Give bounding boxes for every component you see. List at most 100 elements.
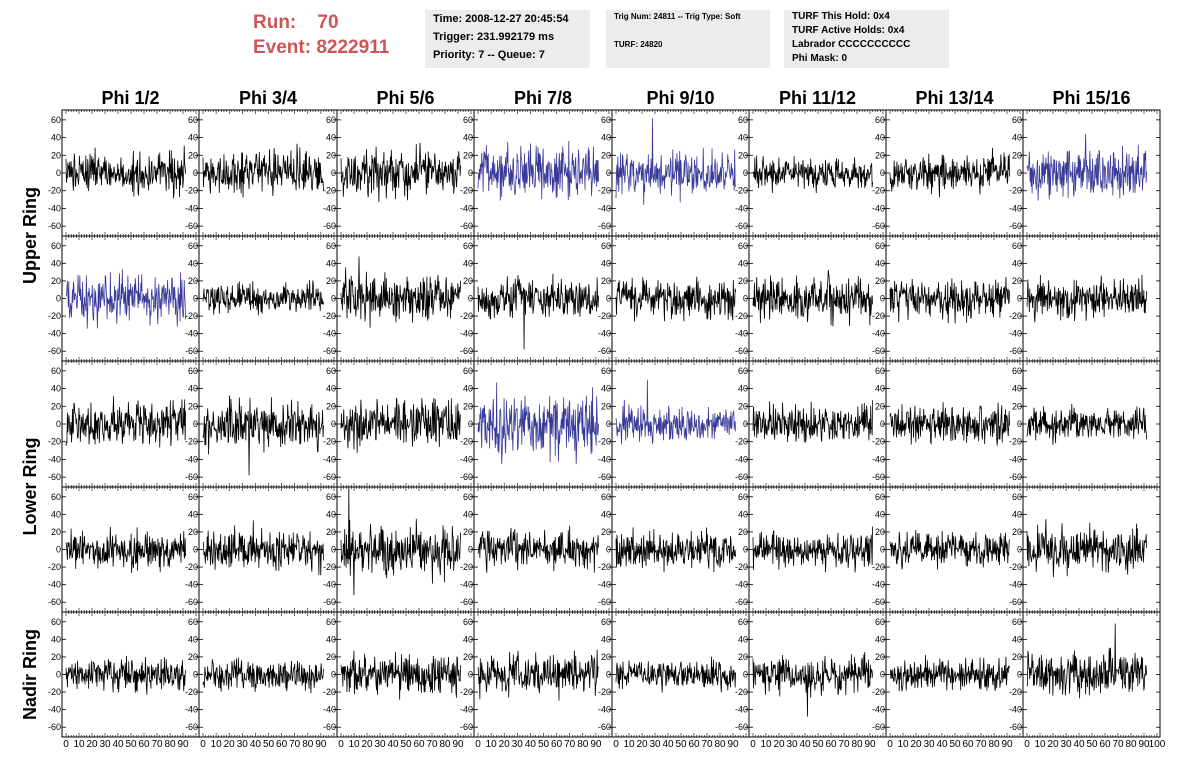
y-tick-label: 20 (188, 401, 198, 411)
y-tick-label: 40 (326, 634, 336, 644)
y-tick-label: 0 (606, 670, 611, 680)
y-tick-label: 60 (738, 366, 748, 376)
y-tick-label: 60 (601, 617, 611, 627)
y-tick-label: 60 (1012, 492, 1022, 502)
waveform-trace (477, 649, 599, 701)
y-tick-label: 20 (326, 527, 336, 537)
y-tick-label: -40 (185, 705, 198, 715)
y-tick-label: -40 (323, 705, 336, 715)
y-tick-label: 0 (606, 168, 611, 178)
y-tick-label: -20 (872, 437, 885, 447)
waveform-panel: -60 -40 -20 0 20 40 60 (48, 611, 200, 738)
y-tick-label: 0 (468, 294, 473, 304)
y-tick-label: -60 (185, 597, 198, 607)
y-tick-label: 40 (1012, 258, 1022, 268)
y-tick-label: 60 (1012, 241, 1022, 251)
y-tick-label: -40 (735, 705, 748, 715)
y-tick-label: -20 (598, 311, 611, 321)
y-tick-label: -60 (323, 597, 336, 607)
waveform-trace (477, 525, 599, 573)
y-tick-label: 0 (56, 670, 61, 680)
y-tick-label: -20 (598, 186, 611, 196)
waveform-trace (65, 145, 186, 199)
y-tick-label: -20 (598, 687, 611, 697)
waveform-trace (340, 142, 461, 202)
y-tick-label: 0 (606, 419, 611, 429)
labrador-text: Labrador CCCCCCCCCC (792, 39, 911, 50)
waveform-panel: -60 -40 -20 0 20 40 60 (185, 486, 338, 613)
y-tick-label: -20 (872, 687, 885, 697)
y-tick-label: 60 (601, 115, 611, 125)
y-tick-label: 60 (601, 366, 611, 376)
y-tick-label: 20 (1012, 401, 1022, 411)
y-tick-label: 20 (601, 276, 611, 286)
y-tick-label: -60 (1009, 221, 1022, 231)
waveform-panel: -60 -40 -20 0 20 40 60 (185, 360, 338, 488)
y-tick-label: 40 (326, 258, 336, 268)
waveform-panel: -60 -40 -20 0 20 40 60 (735, 235, 887, 362)
waveform-trace (615, 118, 736, 206)
y-tick-label: 0 (193, 294, 198, 304)
y-tick-label: 40 (51, 634, 61, 644)
y-tick-label: -20 (735, 311, 748, 321)
y-tick-label: -40 (1009, 580, 1022, 590)
column-header: Phi 9/10 (646, 88, 714, 108)
waveform-trace (202, 280, 324, 316)
y-tick-label: -60 (598, 472, 611, 482)
y-tick-label: 0 (1017, 419, 1022, 429)
row-label: Nadir Ring (20, 629, 40, 720)
y-tick-label: -40 (460, 454, 473, 464)
y-tick-label: -60 (460, 472, 473, 482)
waveform-trace (477, 382, 599, 465)
y-tick-label: -60 (48, 221, 61, 231)
y-tick-label: -40 (735, 203, 748, 213)
y-tick-label: 60 (51, 617, 61, 627)
y-tick-label: -40 (460, 705, 473, 715)
waveform-trace (889, 276, 1010, 324)
waveform-trace (1026, 134, 1147, 201)
y-tick-label: 20 (738, 150, 748, 160)
y-tick-label: 0 (468, 670, 473, 680)
y-tick-label: 0 (1017, 545, 1022, 555)
y-tick-label: -40 (460, 203, 473, 213)
y-tick-label: 20 (463, 652, 473, 662)
y-tick-label: 0 (1017, 294, 1022, 304)
row-label: Lower Ring (20, 438, 40, 536)
y-tick-label: -60 (1009, 472, 1022, 482)
y-tick-label: -60 (735, 597, 748, 607)
panel-frame (611, 611, 750, 738)
waveform-trace (65, 526, 186, 573)
y-tick-label: 60 (188, 366, 198, 376)
time-info-panel: Time: 2008-12-27 20:45:54 Trigger: 231.9… (425, 10, 590, 68)
waveform-trace (202, 657, 324, 694)
y-tick-label: -40 (460, 580, 473, 590)
waveform-panel: -60 -40 -20 0 20 40 60 (48, 360, 200, 488)
run-value: 70 (317, 12, 339, 33)
waveform-panel: -60 -40 -20 0 20 40 60 (1009, 360, 1161, 488)
waveform-trace (1026, 403, 1147, 445)
waveform-panel: -60 -40 -20 0 20 40 60 (872, 109, 1024, 237)
y-tick-label: 60 (1012, 115, 1022, 125)
y-tick-label: 40 (601, 133, 611, 143)
waveform-panel: -60 -40 -20 0 20 40 60 (598, 611, 750, 738)
y-tick-label: 0 (56, 419, 61, 429)
y-tick-label: -20 (872, 311, 885, 321)
y-tick-label: 0 (331, 168, 336, 178)
y-tick-label: -60 (735, 221, 748, 231)
column-header: Phi 1/2 (101, 88, 159, 108)
y-tick-label: 20 (1012, 652, 1022, 662)
y-tick-label: 20 (51, 276, 61, 286)
y-tick-label: -60 (323, 472, 336, 482)
waveform-panel: -60 -40 -20 0 20 40 60 (735, 109, 887, 237)
waveform-trace (1026, 519, 1147, 578)
y-tick-label: 0 (331, 419, 336, 429)
y-tick-label: 40 (601, 634, 611, 644)
waveform-panel: -60 -40 -20 0 20 40 60 (460, 109, 613, 237)
waveform-panel: -60 -40 -20 0 20 40 60 (872, 611, 1024, 738)
waveform-trace (340, 256, 461, 328)
y-tick-label: 40 (1012, 133, 1022, 143)
y-tick-label: 20 (875, 150, 885, 160)
y-tick-label: 20 (875, 652, 885, 662)
waveform-trace (615, 527, 736, 573)
waveform-panel: -60 -40 -20 0 20 40 60 (1009, 486, 1161, 613)
